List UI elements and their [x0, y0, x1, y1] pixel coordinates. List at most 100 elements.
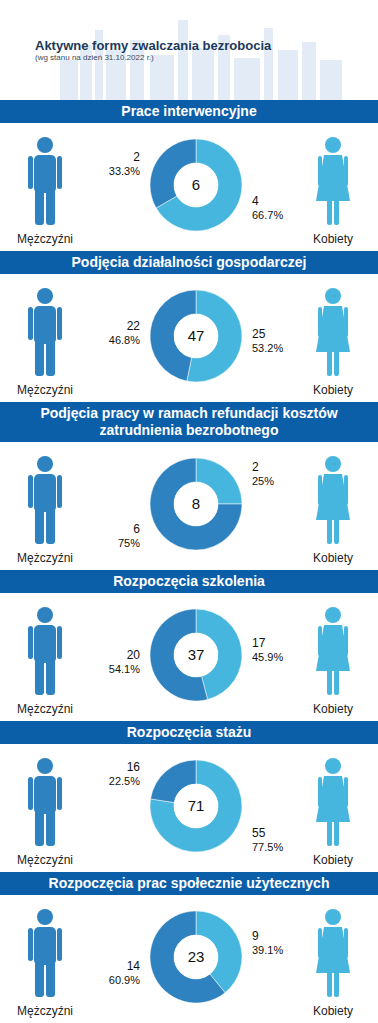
man-icon	[46, 659, 55, 695]
man-icon	[46, 508, 55, 544]
skyline-building	[178, 20, 188, 100]
man-icon	[28, 777, 33, 810]
woman-icon	[318, 475, 322, 505]
percent-label: 22.5%	[109, 775, 140, 787]
category-label: Mężczyźni	[17, 232, 73, 246]
donut-chart: MężczyźniKobiety6466.7%233.3%	[0, 123, 378, 251]
woman-icon	[327, 971, 332, 997]
woman-icon	[318, 156, 322, 186]
category-label: Kobiety	[313, 1004, 353, 1018]
chart-section: Rozpoczęcia stażuMężczyźniKobiety715577.…	[0, 721, 378, 872]
woman-icon	[318, 777, 322, 807]
data-labels: 2553.2%2246.8%	[109, 319, 284, 355]
slices	[150, 760, 242, 852]
woman-icon	[344, 475, 348, 505]
slices	[150, 139, 242, 231]
percent-label: 39.1%	[252, 944, 283, 956]
woman-icon	[325, 758, 341, 774]
woman-icon	[316, 474, 350, 520]
category-label: Mężczyźni	[17, 853, 73, 867]
donut-chart: MężczyźniKobiety371745.9%2054.1%	[0, 593, 378, 721]
chart-section: Rozpoczęcia szkoleniaMężczyźniKobiety371…	[0, 570, 378, 721]
chart-section: Podjęcia działalności gospodarczejMężczy…	[0, 251, 378, 402]
woman-icon	[325, 456, 341, 472]
man-icon	[34, 155, 56, 193]
category-label: Mężczyźni	[17, 383, 73, 397]
man-icon	[35, 508, 44, 544]
man-icon	[57, 475, 62, 508]
woman-icon	[344, 156, 348, 186]
woman-icon	[334, 518, 339, 544]
slice	[150, 911, 225, 1003]
total-label: 8	[192, 495, 200, 512]
woman-icon	[318, 928, 322, 958]
chart-section: Rozpoczęcia prac społecznie użytecznychM…	[0, 872, 378, 1023]
value-label: 6	[133, 522, 140, 536]
man-icon	[28, 928, 33, 961]
data-labels: 225%675%	[118, 460, 274, 549]
header: Aktywne formy zwalczania bezrobocia(wg s…	[0, 0, 378, 100]
slices	[150, 609, 242, 701]
donut-chart: MężczyźniKobiety472553.2%2246.8%	[0, 274, 378, 402]
slices	[150, 290, 242, 382]
data-labels: 466.7%233.3%	[109, 150, 284, 221]
value-label: 9	[252, 929, 259, 943]
woman-icon	[318, 626, 322, 656]
woman-icon	[316, 776, 350, 822]
donut-hole	[174, 314, 218, 358]
man-icon	[28, 475, 33, 508]
man-icon	[35, 659, 44, 695]
man-icon	[37, 456, 53, 472]
skyline-building	[320, 60, 342, 100]
skyline-building	[234, 58, 260, 100]
category-label: Mężczyźni	[17, 702, 73, 716]
man-icon	[34, 927, 56, 965]
value-label: 20	[127, 648, 141, 662]
percent-label: 25%	[252, 475, 274, 487]
woman-icon	[316, 306, 350, 352]
man-icon	[35, 340, 44, 376]
woman-icon	[325, 137, 341, 153]
chart-section: Prace interwencyjneMężczyźniKobiety6466.…	[0, 100, 378, 251]
title: Aktywne formy zwalczania bezrobocia	[35, 38, 271, 53]
slice	[150, 458, 242, 550]
man-icon	[57, 928, 62, 961]
skyline-building	[192, 48, 214, 100]
man-icon	[35, 810, 44, 846]
chart-title: Podjęcia działalności gospodarczej	[0, 251, 378, 274]
woman-icon	[325, 288, 341, 304]
chart-title: Podjęcia pracy w ramach refundacji koszt…	[0, 402, 378, 442]
chart-title: Prace interwencyjne	[0, 100, 378, 123]
percent-label: 54.1%	[109, 663, 140, 675]
donut-hole	[174, 633, 218, 677]
man-icon	[34, 474, 56, 512]
woman-icon	[344, 777, 348, 807]
data-labels: 939.1%1460.9%	[109, 929, 284, 985]
man-icon	[37, 607, 53, 623]
total-label: 6	[192, 176, 200, 193]
man-icon	[57, 307, 62, 340]
man-icon	[57, 156, 62, 189]
woman-icon	[316, 155, 350, 201]
man-icon	[35, 961, 44, 997]
woman-icon	[334, 350, 339, 376]
woman-icon	[344, 928, 348, 958]
donut-hole	[174, 482, 218, 526]
donut-hole	[174, 935, 218, 979]
woman-icon	[316, 625, 350, 671]
slices	[150, 458, 242, 550]
woman-icon	[344, 626, 348, 656]
donut-chart: MężczyźniKobiety23939.1%1460.9%	[0, 895, 378, 1023]
slices	[150, 911, 242, 1003]
percent-label: 45.9%	[252, 651, 283, 663]
subtitle: (wg stanu na dzień 31.10.2022 r.)	[35, 53, 154, 62]
category-label: Mężczyźni	[17, 1004, 73, 1018]
percent-label: 53.2%	[252, 342, 283, 354]
woman-icon	[325, 607, 341, 623]
woman-icon	[327, 350, 332, 376]
woman-icon	[334, 971, 339, 997]
woman-icon	[316, 927, 350, 973]
woman-icon	[334, 820, 339, 846]
man-icon	[57, 626, 62, 659]
percent-label: 75%	[118, 537, 140, 549]
